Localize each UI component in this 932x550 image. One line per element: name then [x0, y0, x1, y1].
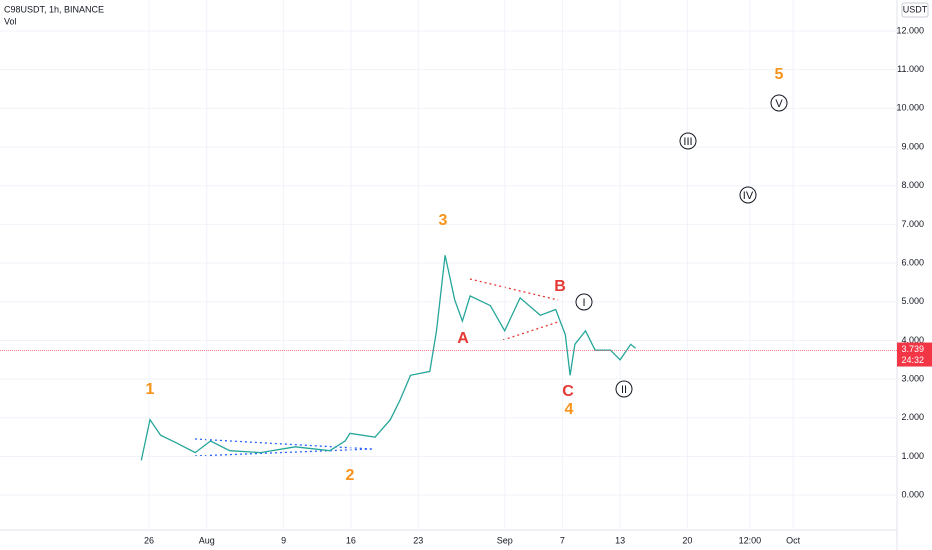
y-tick-label: 3.000	[901, 373, 924, 383]
wave-label: A	[457, 330, 469, 347]
x-tick-label: 26	[144, 535, 154, 545]
x-tick-label: 9	[281, 535, 286, 545]
x-tick-label: Sep	[497, 535, 513, 545]
y-tick-label: 7.000	[901, 219, 924, 229]
currency-box[interactable]	[901, 2, 929, 18]
last-price-label: 3.739	[901, 344, 924, 354]
wave-label: B	[554, 278, 566, 295]
currency-label: USDT	[903, 4, 928, 14]
wave-circle	[770, 94, 788, 112]
wave-label: 5	[775, 66, 784, 83]
x-tick-label: Aug	[199, 535, 215, 545]
x-tick-label: Oct	[786, 535, 801, 545]
x-tick-label: 13	[615, 535, 625, 545]
wave-label: 1	[146, 381, 155, 398]
x-tick-label: 23	[413, 535, 423, 545]
y-tick-label: 4.000	[901, 335, 924, 345]
last-price-box	[897, 342, 932, 367]
price-line	[140, 255, 636, 461]
y-tick-label: 2.000	[901, 412, 924, 422]
x-tick-label: 16	[346, 535, 356, 545]
y-tick-label: 6.000	[901, 257, 924, 267]
y-tick-label: 8.000	[901, 180, 924, 190]
wave-label: C	[562, 383, 574, 400]
wave-label: I	[582, 297, 585, 309]
y-tick-label: 11.000	[897, 64, 924, 74]
y-tick-label: 5.000	[901, 296, 924, 306]
y-tick-label: 9.000	[901, 141, 924, 151]
indicator-label: Vol	[4, 16, 17, 26]
wave-label: 3	[439, 212, 448, 229]
x-tick-label: 12:00	[739, 535, 762, 545]
x-tick-label: 7	[560, 535, 565, 545]
y-tick-label: 0.000	[901, 490, 924, 500]
wave-label: IV	[743, 190, 754, 202]
y-tick-label: 10.000	[896, 103, 924, 113]
y-tick-label: 12.000	[896, 25, 924, 35]
wave-circle	[615, 380, 633, 398]
trendline	[469, 278, 559, 301]
y-tick-label: 1.000	[901, 451, 924, 461]
wave-circle	[739, 186, 757, 204]
symbol-title: C98USDT, 1h, BINANCE	[4, 4, 104, 14]
x-tick-label: 20	[682, 535, 692, 545]
wave-label: III	[683, 136, 692, 148]
wave-label: II	[621, 384, 627, 396]
wave-circle	[679, 132, 697, 150]
wave-label: V	[775, 98, 783, 110]
wave-label: 4	[565, 401, 574, 418]
countdown-label: 24:32	[901, 355, 924, 365]
wave-circle	[575, 293, 593, 311]
wave-label: 2	[346, 467, 355, 484]
